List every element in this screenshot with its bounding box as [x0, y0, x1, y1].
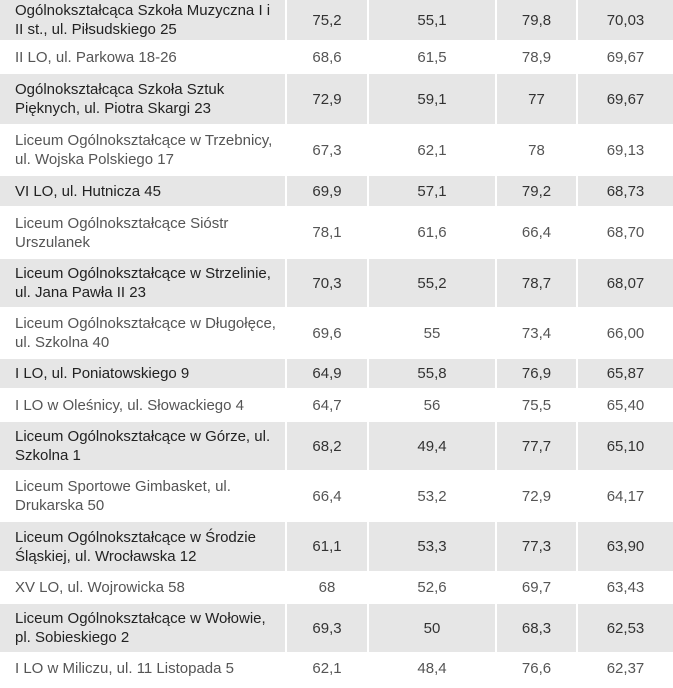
school-name-cell: Ogólnokształcąca Szkoła Muzyczna I i II …: [0, 0, 287, 42]
score-3-cell: 78,9: [496, 41, 578, 74]
score-3-cell: 79,8: [496, 0, 578, 42]
table-row: Liceum Ogólnokształcące w Strzelinie, ul…: [0, 258, 673, 309]
score-1-cell: 68,2: [286, 421, 369, 472]
score-2-cell: 53,3: [368, 521, 497, 573]
table-row: Liceum Ogólnokształcące w Trzebnicy, ul.…: [0, 125, 673, 176]
score-2-cell: 59,1: [368, 73, 497, 126]
score-1-cell: 66,4: [286, 471, 369, 522]
score-1-cell: 72,9: [286, 73, 369, 126]
score-2-cell: 61,5: [368, 41, 497, 74]
average-cell: 65,10: [577, 421, 673, 472]
score-3-cell: 79,2: [496, 175, 578, 208]
table-row: Liceum Ogólnokształcące w Wołowie, pl. S…: [0, 603, 673, 654]
score-2-cell: 62,1: [368, 125, 497, 176]
score-3-cell: 72,9: [496, 471, 578, 522]
score-2-cell: 53,2: [368, 471, 497, 522]
school-name-cell: Liceum Ogólnokształcące w Strzelinie, ul…: [0, 258, 287, 309]
score-1-cell: 70,3: [286, 258, 369, 309]
score-1-cell: 75,2: [286, 0, 369, 42]
school-name-cell: Liceum Sportowe Gimbasket, ul. Drukarska…: [0, 471, 287, 522]
table-row: XV LO, ul. Wojrowicka 58 68 52,6 69,7 63…: [0, 572, 673, 604]
school-name-cell: II LO, ul. Parkowa 18-26: [0, 41, 287, 74]
average-cell: 66,00: [577, 308, 673, 359]
score-2-cell: 61,6: [368, 207, 497, 259]
school-name-cell: I LO, ul. Poniatowskiego 9: [0, 358, 287, 390]
table-row: I LO w Oleśnicy, ul. Słowackiego 4 64,7 …: [0, 389, 673, 422]
score-3-cell: 77,3: [496, 521, 578, 573]
average-cell: 69,13: [577, 125, 673, 176]
score-2-cell: 49,4: [368, 421, 497, 472]
school-name-cell: Ogólnokształcąca Szkoła Sztuk Pięknych, …: [0, 73, 287, 126]
score-1-cell: 68,6: [286, 41, 369, 74]
score-3-cell: 78: [496, 125, 578, 176]
score-1-cell: 69,6: [286, 308, 369, 359]
average-cell: 62,37: [577, 653, 673, 685]
score-2-cell: 50: [368, 603, 497, 654]
school-name-cell: Liceum Ogólnokształcące Sióstr Urszulane…: [0, 207, 287, 259]
score-2-cell: 48,4: [368, 653, 497, 685]
score-2-cell: 55: [368, 308, 497, 359]
score-2-cell: 52,6: [368, 572, 497, 604]
school-name-cell: Liceum Ogólnokształcące w Długołęce, ul.…: [0, 308, 287, 359]
table-row: Liceum Ogólnokształcące w Długołęce, ul.…: [0, 308, 673, 359]
school-name-cell: I LO w Miliczu, ul. 11 Listopada 5: [0, 653, 287, 685]
school-name-cell: Liceum Ogólnokształcące w Górze, ul. Szk…: [0, 421, 287, 472]
score-2-cell: 55,1: [368, 0, 497, 42]
table-row: VI LO, ul. Hutnicza 45 69,9 57,1 79,2 68…: [0, 175, 673, 208]
average-cell: 69,67: [577, 41, 673, 74]
school-name-cell: Liceum Ogólnokształcące w Wołowie, pl. S…: [0, 603, 287, 654]
score-3-cell: 75,5: [496, 389, 578, 422]
score-3-cell: 68,3: [496, 603, 578, 654]
score-3-cell: 77,7: [496, 421, 578, 472]
average-cell: 68,07: [577, 258, 673, 309]
table-row: Liceum Sportowe Gimbasket, ul. Drukarska…: [0, 471, 673, 522]
score-1-cell: 64,9: [286, 358, 369, 390]
score-1-cell: 69,9: [286, 175, 369, 208]
school-name-cell: Liceum Ogólnokształcące w Środzie Śląski…: [0, 521, 287, 573]
table-row: Ogólnokształcąca Szkoła Muzyczna I i II …: [0, 0, 673, 42]
score-3-cell: 73,4: [496, 308, 578, 359]
score-2-cell: 55,8: [368, 358, 497, 390]
score-1-cell: 62,1: [286, 653, 369, 685]
score-2-cell: 56: [368, 389, 497, 422]
average-cell: 68,73: [577, 175, 673, 208]
average-cell: 62,53: [577, 603, 673, 654]
score-2-cell: 55,2: [368, 258, 497, 309]
score-3-cell: 78,7: [496, 258, 578, 309]
average-cell: 65,40: [577, 389, 673, 422]
score-1-cell: 69,3: [286, 603, 369, 654]
score-3-cell: 69,7: [496, 572, 578, 604]
table-row: Liceum Ogólnokształcące w Środzie Śląski…: [0, 521, 673, 573]
average-cell: 65,87: [577, 358, 673, 390]
table-row: Liceum Ogólnokształcące Sióstr Urszulane…: [0, 207, 673, 259]
school-name-cell: VI LO, ul. Hutnicza 45: [0, 175, 287, 208]
average-cell: 63,43: [577, 572, 673, 604]
average-cell: 69,67: [577, 73, 673, 126]
school-name-cell: I LO w Oleśnicy, ul. Słowackiego 4: [0, 389, 287, 422]
average-cell: 68,70: [577, 207, 673, 259]
table-row: I LO w Miliczu, ul. 11 Listopada 5 62,1 …: [0, 653, 673, 685]
score-3-cell: 66,4: [496, 207, 578, 259]
school-name-cell: XV LO, ul. Wojrowicka 58: [0, 572, 287, 604]
score-2-cell: 57,1: [368, 175, 497, 208]
score-3-cell: 76,6: [496, 653, 578, 685]
average-cell: 63,90: [577, 521, 673, 573]
table-row: II LO, ul. Parkowa 18-26 68,6 61,5 78,9 …: [0, 41, 673, 74]
table-row: Liceum Ogólnokształcące w Górze, ul. Szk…: [0, 421, 673, 472]
table-row: Ogólnokształcąca Szkoła Sztuk Pięknych, …: [0, 73, 673, 126]
score-1-cell: 64,7: [286, 389, 369, 422]
score-1-cell: 78,1: [286, 207, 369, 259]
table-row: I LO, ul. Poniatowskiego 9 64,9 55,8 76,…: [0, 358, 673, 390]
score-1-cell: 68: [286, 572, 369, 604]
score-3-cell: 76,9: [496, 358, 578, 390]
score-1-cell: 61,1: [286, 521, 369, 573]
school-name-cell: Liceum Ogólnokształcące w Trzebnicy, ul.…: [0, 125, 287, 176]
average-cell: 70,03: [577, 0, 673, 42]
score-1-cell: 67,3: [286, 125, 369, 176]
average-cell: 64,17: [577, 471, 673, 522]
score-3-cell: 77: [496, 73, 578, 126]
